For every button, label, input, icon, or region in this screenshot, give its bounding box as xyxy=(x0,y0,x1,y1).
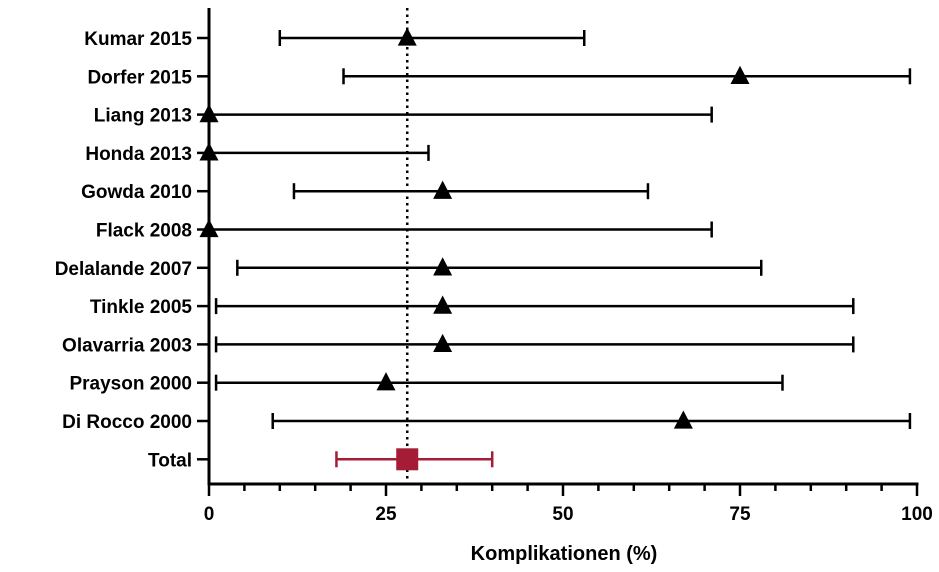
estimate-triangle xyxy=(433,333,453,353)
category-label: Total xyxy=(148,450,192,471)
estimate-triangle xyxy=(433,257,453,276)
category-label: Dorfer 2015 xyxy=(87,67,192,88)
x-tick-label: 75 xyxy=(729,504,751,525)
category-label: Olavarria 2003 xyxy=(62,335,192,356)
estimate-triangle xyxy=(199,142,219,161)
category-label: Flack 2008 xyxy=(96,221,192,242)
markers-layer xyxy=(199,27,750,471)
estimate-square xyxy=(396,448,419,471)
estimate-triangle xyxy=(433,295,453,314)
estimate-triangle xyxy=(199,104,219,123)
error-bars-layer xyxy=(207,30,912,468)
x-tick-label: 50 xyxy=(552,504,573,525)
category-label: Tinkle 2005 xyxy=(90,297,193,318)
estimate-triangle xyxy=(673,410,693,429)
category-label: Di Rocco 2000 xyxy=(62,412,192,433)
axes-layer xyxy=(197,8,919,496)
category-label: Honda 2013 xyxy=(85,144,192,165)
x-axis-title: Komplikationen (%) xyxy=(471,543,658,565)
category-label: Delalande 2007 xyxy=(55,259,192,280)
x-tick-label: 100 xyxy=(901,504,933,525)
estimate-triangle xyxy=(397,27,417,46)
labels-layer: 0 25 50 75 100 Kumar 2015 Dorfer 2015 Liang 201… xyxy=(55,29,933,525)
x-tick-label: 0 xyxy=(204,504,215,525)
x-tick-label: 25 xyxy=(375,504,397,525)
estimate-triangle xyxy=(199,218,219,238)
category-label: Liang 2013 xyxy=(94,106,192,127)
estimate-triangle xyxy=(376,372,396,391)
estimate-triangle xyxy=(730,65,750,84)
estimate-triangle xyxy=(433,180,453,199)
category-label: Gowda 2010 xyxy=(81,182,192,203)
category-label: Kumar 2015 xyxy=(84,29,192,50)
category-label: Prayson 2000 xyxy=(69,374,192,395)
